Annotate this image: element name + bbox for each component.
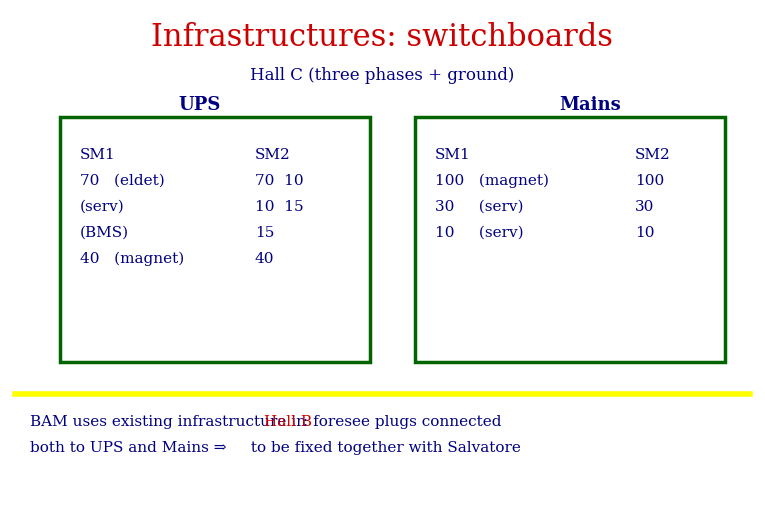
Text: SM2: SM2 [635, 148, 671, 162]
Text: SM2: SM2 [255, 148, 291, 162]
Text: SM1: SM1 [435, 148, 470, 162]
Text: 10     (serv): 10 (serv) [435, 225, 523, 240]
Text: 10  15: 10 15 [255, 200, 304, 214]
Text: (BMS): (BMS) [80, 225, 129, 240]
Text: 10: 10 [635, 225, 655, 240]
Text: 100   (magnet): 100 (magnet) [435, 174, 549, 188]
Text: BAM uses existing infrastructure in: BAM uses existing infrastructure in [30, 414, 311, 428]
Text: 70  10: 70 10 [255, 174, 304, 188]
Text: 40: 40 [255, 251, 275, 266]
Text: both to UPS and Mains ⇒     to be fixed together with Salvatore: both to UPS and Mains ⇒ to be fixed toge… [30, 440, 521, 454]
Text: 70   (eldet): 70 (eldet) [80, 174, 164, 188]
Text: Infrastructures: switchboards: Infrastructures: switchboards [151, 22, 613, 53]
Bar [415, 118, 725, 362]
Text: UPS: UPS [179, 96, 221, 114]
Text: SM1: SM1 [80, 148, 116, 162]
Text: : foresee plugs connected: : foresee plugs connected [303, 414, 502, 428]
Text: 40   (magnet): 40 (magnet) [80, 251, 184, 266]
Text: (serv): (serv) [80, 200, 125, 214]
Text: Hall B: Hall B [264, 414, 312, 428]
Text: Hall C (three phases + ground): Hall C (three phases + ground) [250, 66, 514, 83]
Text: 15: 15 [255, 225, 275, 240]
Text: 30: 30 [635, 200, 654, 214]
Text: 100: 100 [635, 174, 664, 188]
Text: 30     (serv): 30 (serv) [435, 200, 523, 214]
Text: Mains: Mains [559, 96, 621, 114]
Bar [60, 118, 370, 362]
